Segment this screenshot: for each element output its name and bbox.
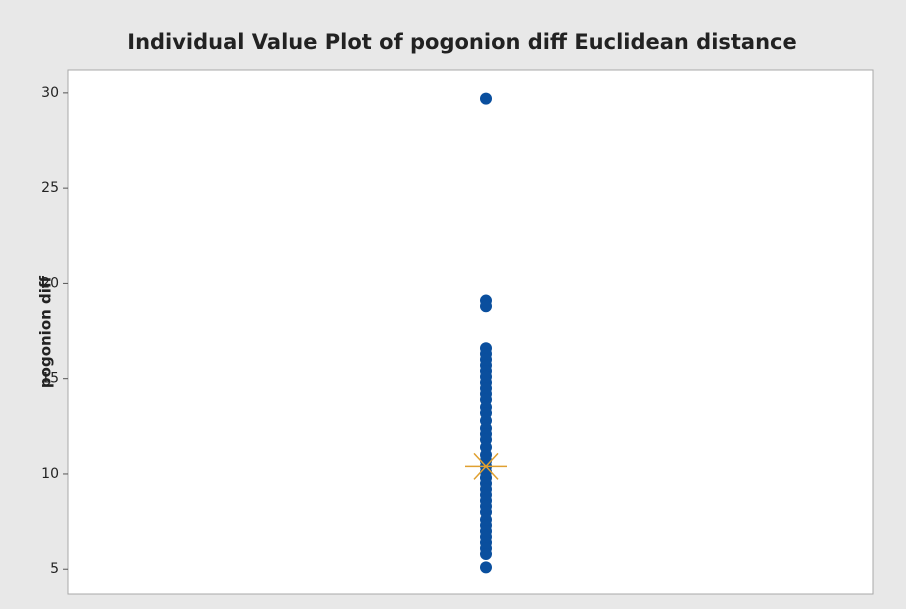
chart-title: Individual Value Plot of pogonion diff E…	[127, 30, 797, 54]
plot-area	[67, 69, 874, 595]
data-point	[480, 300, 492, 313]
data-point	[480, 561, 492, 574]
y-tick-label: 15	[41, 371, 59, 387]
data-point	[480, 547, 492, 560]
y-tick-label: 30	[41, 85, 59, 101]
data-point	[480, 92, 492, 105]
y-tick-label: 5	[50, 561, 59, 577]
y-axis-label: pogonion diff	[37, 275, 55, 388]
y-tick-label: 20	[41, 275, 59, 291]
mean-marker	[465, 452, 507, 480]
y-tick-label: 25	[41, 180, 59, 196]
y-tick-label: 10	[41, 466, 59, 482]
